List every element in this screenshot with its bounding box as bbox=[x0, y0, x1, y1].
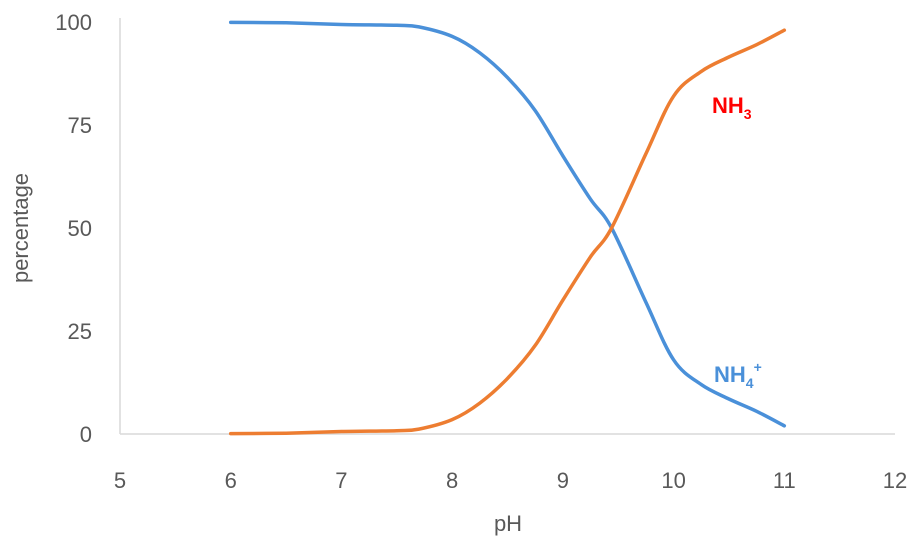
y-tick-label: 25 bbox=[68, 319, 92, 344]
x-tick-label: 12 bbox=[883, 468, 907, 493]
series-label-nh4: NH4+ bbox=[714, 359, 762, 391]
x-tick-label: 5 bbox=[114, 468, 126, 493]
tick-labels: 5 6 7 8 9 10 11 12 0 25 50 75 100 bbox=[55, 10, 907, 493]
y-tick-label: 100 bbox=[55, 10, 92, 35]
x-tick-label: 10 bbox=[661, 468, 685, 493]
x-tick-label: 7 bbox=[335, 468, 347, 493]
series-label-subscript: 4 bbox=[746, 375, 754, 391]
series-line-nh3 bbox=[228, 28, 787, 436]
series-labels: NH4+NH3 bbox=[712, 93, 762, 391]
series-label-main: NH bbox=[714, 362, 746, 387]
axes bbox=[119, 18, 895, 435]
series-lines bbox=[228, 20, 787, 436]
x-tick-label: 6 bbox=[225, 468, 237, 493]
series-line-nh4 bbox=[228, 20, 787, 428]
y-tick-label: 0 bbox=[80, 422, 92, 447]
x-axis-title: pH bbox=[494, 511, 522, 536]
series-label-nh3: NH3 bbox=[712, 93, 752, 122]
y-axis-title: percentage bbox=[8, 173, 33, 283]
y-tick-label: 75 bbox=[68, 113, 92, 138]
x-tick-label: 11 bbox=[773, 468, 796, 493]
x-tick-label: 9 bbox=[557, 468, 569, 493]
y-tick-label: 50 bbox=[68, 216, 92, 241]
series-label-subscript: 3 bbox=[744, 106, 752, 122]
series-label-superscript: + bbox=[754, 359, 762, 375]
series-label-main: NH bbox=[712, 93, 744, 118]
x-tick-label: 8 bbox=[446, 468, 458, 493]
